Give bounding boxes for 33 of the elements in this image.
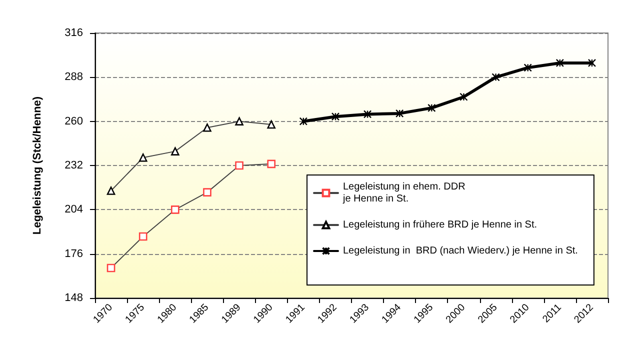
point bbox=[267, 120, 276, 129]
y-tick-label: 260 bbox=[64, 115, 83, 128]
point bbox=[138, 232, 148, 241]
y-tick-label: 232 bbox=[64, 160, 83, 172]
point bbox=[235, 161, 244, 170]
point bbox=[524, 64, 532, 72]
legend-label: Legeleistung in BRD (nach Wiederv.) je Henne in St. bbox=[343, 246, 578, 256]
legend-label: Legeleistung in ehem. DDR je Henne in St. bbox=[342, 182, 466, 204]
point bbox=[556, 58, 564, 68]
point bbox=[235, 117, 244, 126]
point bbox=[203, 188, 212, 196]
point bbox=[171, 206, 180, 214]
point bbox=[267, 160, 276, 168]
y-tick-label: 204 bbox=[64, 204, 83, 216]
y-tick-label: 316 bbox=[64, 27, 83, 39]
point bbox=[363, 110, 372, 118]
y-tick-label: 176 bbox=[64, 248, 83, 260]
point bbox=[299, 117, 308, 126]
point bbox=[428, 104, 436, 112]
y-tick-label: 288 bbox=[64, 71, 83, 84]
point bbox=[395, 109, 404, 118]
point bbox=[106, 264, 116, 272]
point bbox=[331, 112, 340, 121]
point bbox=[106, 186, 116, 195]
y-axis-title: Legeleistung (Stck/Henne) bbox=[32, 96, 44, 235]
point bbox=[588, 58, 596, 68]
y-tick-label: 148 bbox=[64, 292, 83, 304]
legend-label: Legeleistung in frühere BRD je Henne in St. bbox=[343, 220, 538, 230]
point bbox=[492, 73, 500, 82]
point bbox=[203, 123, 212, 132]
point bbox=[460, 92, 468, 101]
point bbox=[171, 147, 180, 156]
point bbox=[138, 153, 148, 162]
